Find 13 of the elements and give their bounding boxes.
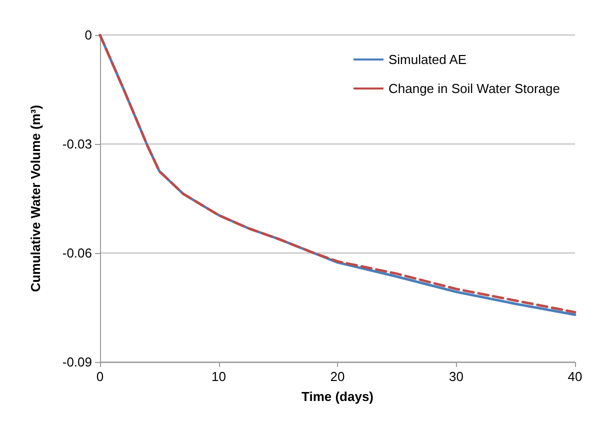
y-tick-label: 0 (84, 28, 92, 42)
legend-label: Change in Soil Water Storage (388, 81, 560, 96)
x-tick-label: 40 (568, 369, 582, 384)
x-tick-label: 0 (96, 369, 104, 384)
x-tick-label: 30 (449, 369, 464, 384)
legend-label: Simulated AE (388, 52, 467, 67)
y-axis-title: Cumulative Water Volume (m³) (28, 104, 43, 292)
y-tick-label: -0.03 (62, 136, 92, 152)
x-tick-label: 10 (212, 369, 226, 384)
x-tick-label: 20 (330, 369, 345, 384)
x-axis-title: Time (days) (301, 389, 374, 404)
y-tick-label: -0.09 (62, 354, 92, 370)
y-tick-label: -0.06 (62, 246, 92, 260)
